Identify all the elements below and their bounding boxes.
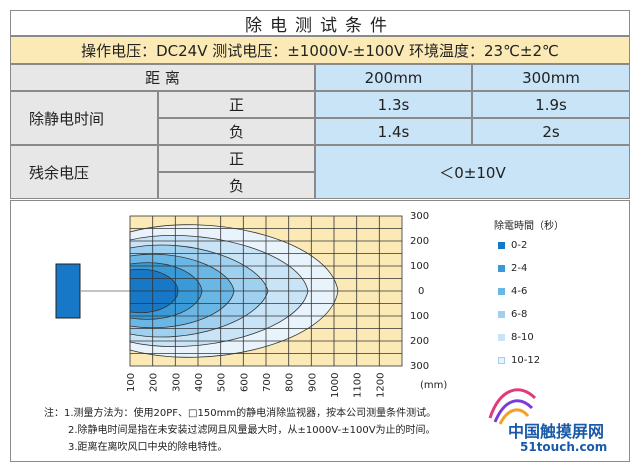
legend-swatch-1 [498, 265, 505, 272]
legend-swatch-0 [498, 242, 505, 249]
y-tick-3: 0 [418, 286, 424, 297]
distance-label: 距 离 [10, 64, 315, 91]
cell-neg-300: 2s [472, 118, 630, 145]
note-line-3: 3.距离在离吹风口中央的除电特性。 [68, 442, 228, 453]
x-tick-7: 800 [285, 373, 296, 392]
x-tick-9: 1000 [330, 373, 341, 398]
x-tick-3: 400 [194, 373, 205, 392]
y-tick-4: 100 [410, 311, 429, 322]
chart-grid [129, 215, 403, 367]
x-tick-2: 300 [171, 373, 182, 392]
x-tick-11: 1200 [375, 373, 386, 398]
legend-item-0: 0-2 [498, 240, 527, 251]
watermark-url: 51touch.com [520, 440, 608, 454]
x-tick-4: 500 [217, 373, 228, 392]
row-residual-positive: 正 [158, 145, 315, 172]
device-icon [55, 263, 81, 319]
y-tick-labels: 300 200 100 0 100 200 300 [410, 211, 429, 372]
legend-item-2: 4-6 [498, 286, 527, 297]
y-tick-1: 200 [410, 236, 429, 247]
x-tick-1: 200 [149, 373, 160, 392]
row-residual-voltage: 残余电压 [10, 145, 158, 199]
cell-pos-300: 1.9s [472, 91, 630, 118]
cell-neg-200: 1.4s [315, 118, 472, 145]
chart-panel [10, 200, 630, 462]
residual-value: ＜0±10V [315, 145, 630, 199]
col-300mm: 300mm [472, 64, 630, 91]
legend-swatch-3 [498, 311, 505, 318]
legend-item-4: 8-10 [498, 332, 534, 343]
y-tick-6: 300 [410, 361, 429, 372]
row-residual-negative: 负 [158, 172, 315, 199]
legend-item-1: 2-4 [498, 263, 527, 274]
watermark-text: 中国触摸屏网 [508, 422, 605, 441]
table-title: 除电测试条件 [10, 10, 630, 36]
x-tick-6: 700 [262, 373, 273, 392]
col-200mm: 200mm [315, 64, 472, 91]
legend-item-3: 6-8 [498, 309, 527, 320]
x-unit-label: (mm) [420, 380, 447, 391]
x-tick-labels: 100 200 300 400 500 600 700 800 900 1000… [126, 373, 447, 398]
legend-title: 除電時間（秒） [494, 221, 564, 232]
note-line-1: 注：1.测量方法为：使用20PF、□150mm的静电消除监视器，按本公司测量条件… [44, 408, 437, 419]
legend-item-5: 10-12 [498, 355, 540, 366]
test-conditions: 操作电压：DC24V 测试电压：±1000V-±100V 环境温度：23℃±2℃ [10, 36, 630, 64]
legend-swatch-4 [498, 334, 505, 341]
x-tick-5: 600 [239, 373, 250, 392]
x-tick-10: 1100 [353, 373, 364, 398]
y-tick-0: 300 [410, 211, 429, 222]
note-line-2: 2.除静电时间是指在未安装过滤网且风量最大时，从±1000V-±100V为止的时… [68, 425, 436, 436]
y-tick-5: 200 [410, 336, 429, 347]
legend-swatch-5 [498, 357, 505, 364]
row-negative: 负 [158, 118, 315, 145]
x-tick-8: 900 [307, 373, 318, 392]
watermark-logo-icon [488, 388, 537, 425]
legend-swatch-2 [498, 288, 505, 295]
cell-pos-200: 1.3s [315, 91, 472, 118]
row-static-time: 除静电时间 [10, 91, 158, 145]
x-tick-0: 100 [126, 373, 137, 392]
row-positive: 正 [158, 91, 315, 118]
y-tick-2: 100 [410, 261, 429, 272]
